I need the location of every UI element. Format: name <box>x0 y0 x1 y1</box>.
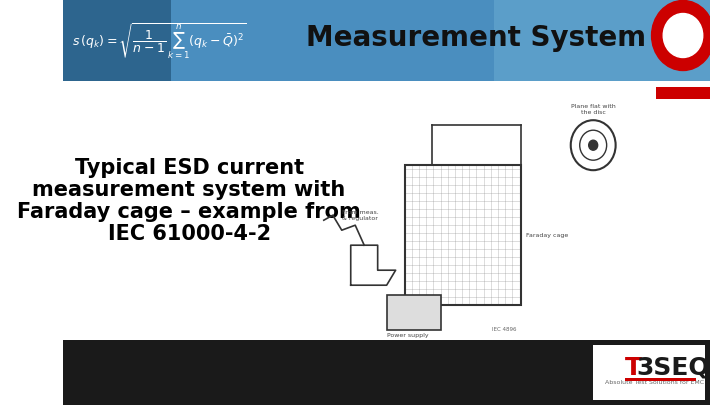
Text: T: T <box>625 356 642 379</box>
Text: measurement system with: measurement system with <box>32 179 346 200</box>
Text: IEC 4896: IEC 4896 <box>492 327 517 332</box>
Bar <box>656 87 710 99</box>
Text: 3SEQ: 3SEQ <box>636 356 710 379</box>
Text: Typical ESD current: Typical ESD current <box>75 158 304 178</box>
Circle shape <box>652 0 714 70</box>
Text: Faraday cage – example from: Faraday cage – example from <box>17 202 361 222</box>
Bar <box>405 165 521 305</box>
Text: $s\,(q_k) = \sqrt{\dfrac{1}{n-1}\,\sum_{k=1}^{n}(q_k - \bar{Q})^2}$: $s\,(q_k) = \sqrt{\dfrac{1}{n-1}\,\sum_{… <box>72 21 247 60</box>
Text: Absolute Test Solutions for EMC: Absolute Test Solutions for EMC <box>605 380 704 385</box>
Text: From meas.
& regulator: From meas. & regulator <box>342 210 379 221</box>
Circle shape <box>589 140 598 150</box>
Text: Power supply: Power supply <box>387 333 428 338</box>
Text: Faraday cage: Faraday cage <box>526 233 568 238</box>
Bar <box>387 295 441 330</box>
Bar <box>63 0 495 81</box>
Text: Plane flat with
the disc: Plane flat with the disc <box>571 104 616 115</box>
Circle shape <box>663 13 703 58</box>
Bar <box>63 0 710 81</box>
Bar <box>63 340 710 405</box>
Text: Measurement System: Measurement System <box>307 24 647 53</box>
Text: IEC 61000-4-2: IEC 61000-4-2 <box>107 224 271 243</box>
Bar <box>63 0 171 81</box>
Bar <box>625 378 696 381</box>
Bar <box>593 345 706 400</box>
